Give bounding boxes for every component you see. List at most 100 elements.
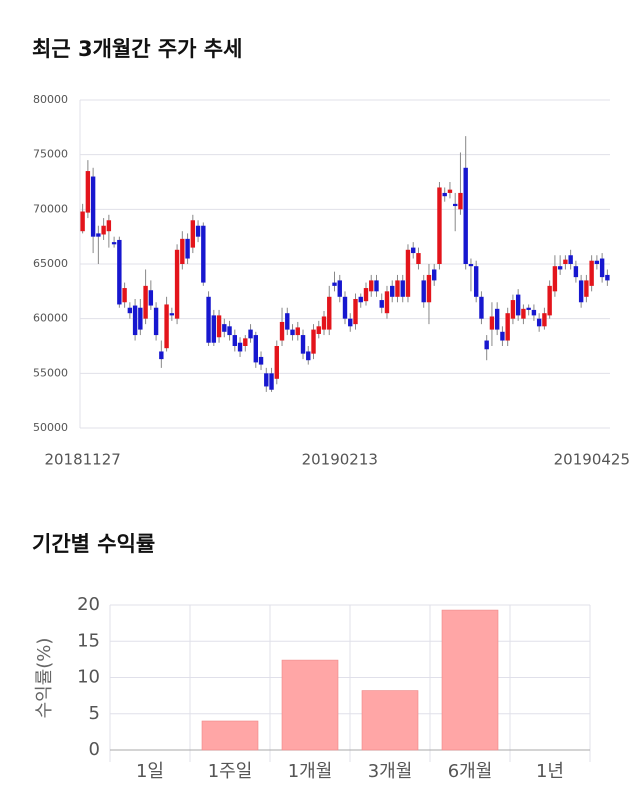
candle-body bbox=[185, 238, 190, 259]
candle-body bbox=[159, 351, 164, 360]
candle-body bbox=[573, 266, 579, 278]
y-tick-label: 0 bbox=[89, 739, 100, 760]
candle-body bbox=[484, 340, 489, 350]
candle-body bbox=[169, 313, 175, 316]
bar bbox=[361, 690, 419, 751]
candle-body bbox=[101, 225, 106, 235]
y-tick-label: 15 bbox=[77, 630, 100, 651]
candle-body bbox=[405, 249, 411, 297]
candle-body bbox=[300, 335, 306, 354]
candle-body bbox=[353, 298, 358, 325]
candle-body bbox=[416, 253, 421, 264]
candle-body bbox=[295, 327, 300, 336]
candle-body bbox=[432, 269, 437, 281]
candle-body bbox=[237, 342, 243, 352]
x-tick-label: 1개월 bbox=[288, 761, 333, 782]
candle-body bbox=[578, 280, 584, 303]
candle-body bbox=[190, 220, 196, 248]
candle-body bbox=[222, 324, 227, 332]
candle-body bbox=[216, 315, 222, 338]
candle-body bbox=[153, 307, 159, 336]
candle-body bbox=[80, 211, 85, 232]
candle-body bbox=[510, 300, 516, 319]
candle-body bbox=[374, 280, 379, 292]
candle-body bbox=[258, 356, 264, 365]
candle-body bbox=[180, 238, 185, 264]
candle-body bbox=[164, 304, 169, 349]
candle-body bbox=[321, 316, 327, 330]
candle-body bbox=[264, 373, 269, 387]
candle-body bbox=[552, 266, 558, 292]
candle-body bbox=[337, 280, 342, 297]
y-tick-label: 65000 bbox=[33, 257, 68, 270]
candle-body bbox=[589, 260, 594, 286]
candle-body bbox=[174, 249, 180, 319]
bar bbox=[281, 659, 339, 751]
candle-body bbox=[494, 308, 500, 330]
candle-body bbox=[248, 329, 253, 339]
candle-body bbox=[243, 338, 248, 346]
candle-body bbox=[384, 291, 390, 314]
candle-body bbox=[90, 176, 96, 237]
candle-body bbox=[132, 305, 138, 336]
candle-body bbox=[148, 290, 154, 306]
candle-body bbox=[332, 282, 337, 286]
candle-body bbox=[311, 329, 316, 354]
candle-body bbox=[227, 326, 232, 336]
candle-body bbox=[127, 307, 133, 314]
y-tick-label: 10 bbox=[77, 667, 100, 688]
candle-body bbox=[463, 167, 468, 264]
x-tick-label: 1주일 bbox=[208, 761, 253, 782]
candle-body bbox=[195, 225, 201, 237]
y-tick-label: 75000 bbox=[33, 148, 68, 161]
candle-body bbox=[316, 326, 321, 334]
candle-body bbox=[253, 335, 258, 363]
candle-body bbox=[206, 296, 211, 343]
y-tick-label: 60000 bbox=[33, 312, 68, 325]
candle-body bbox=[526, 307, 531, 310]
candle-body bbox=[269, 373, 274, 390]
candle-body bbox=[458, 192, 463, 210]
candle-body bbox=[348, 318, 353, 327]
candle-body bbox=[421, 280, 426, 303]
candle-body bbox=[536, 318, 542, 327]
candle-body bbox=[500, 331, 505, 341]
candle-body bbox=[568, 255, 573, 264]
x-tick-label: 1일 bbox=[136, 761, 164, 782]
candle-body bbox=[557, 266, 563, 270]
x-tick-label: 20190213 bbox=[302, 451, 378, 469]
candle-body bbox=[369, 280, 374, 292]
x-tick-label: 20190425 bbox=[554, 451, 630, 469]
candle-body bbox=[599, 258, 605, 278]
candle-body bbox=[531, 309, 537, 316]
candle-body bbox=[379, 300, 384, 308]
candle-body bbox=[400, 280, 405, 297]
candle-body bbox=[447, 189, 453, 193]
candle-body bbox=[290, 329, 295, 336]
y-axis-label: 수익률(%) bbox=[34, 638, 55, 719]
candle-body bbox=[111, 242, 117, 245]
candle-body bbox=[521, 308, 526, 319]
x-tick-label: 20181127 bbox=[44, 451, 120, 469]
candle-body bbox=[201, 225, 206, 283]
candle-body bbox=[489, 316, 495, 330]
candle-body bbox=[106, 220, 112, 232]
y-tick-label: 80000 bbox=[33, 93, 68, 106]
x-tick-label: 3개월 bbox=[368, 761, 413, 782]
candle-body bbox=[363, 288, 369, 302]
candle-body bbox=[96, 233, 101, 237]
candle-body bbox=[479, 296, 484, 319]
candle-body bbox=[473, 266, 479, 297]
candle-body bbox=[285, 313, 290, 330]
candle-body bbox=[122, 288, 127, 303]
candle-body bbox=[138, 307, 143, 330]
chart-title: 기간별 수익률 bbox=[32, 532, 155, 556]
candle-body bbox=[274, 346, 279, 379]
candle-body bbox=[232, 335, 238, 346]
candle-body bbox=[505, 313, 510, 341]
candle-body bbox=[515, 294, 521, 316]
candle-body bbox=[411, 247, 416, 254]
candle-body bbox=[279, 321, 285, 341]
candle-body bbox=[342, 296, 348, 319]
candle-body bbox=[390, 285, 395, 297]
